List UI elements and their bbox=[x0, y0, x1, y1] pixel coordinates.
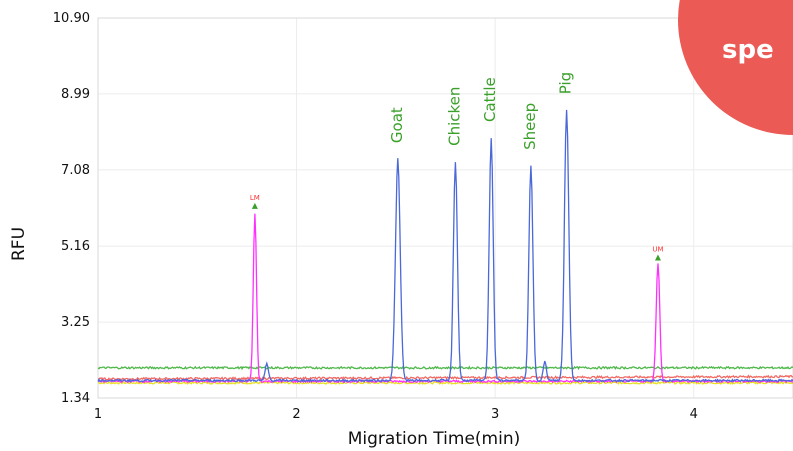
marker-label: LM bbox=[250, 194, 260, 202]
y-tick-label: 3.25 bbox=[61, 315, 90, 330]
marker-triangle bbox=[654, 254, 661, 261]
peak-label: Chicken bbox=[445, 87, 463, 146]
y-tick-label: 10.90 bbox=[53, 11, 90, 26]
series-line bbox=[97, 374, 793, 382]
y-axis-ticks: 1.34 3.25 5.16 7.08 8.99 10.90 bbox=[53, 11, 90, 406]
x-tick-label: 1 bbox=[94, 407, 102, 422]
x-tick-label: 4 bbox=[690, 407, 698, 422]
x-axis-title: Migration Time(min) bbox=[348, 429, 520, 449]
y-axis-title: RFU bbox=[9, 227, 29, 261]
series-layer bbox=[97, 109, 793, 385]
y-tick-label: 8.99 bbox=[61, 87, 90, 102]
marker-label: UM bbox=[652, 245, 663, 253]
plot-area-frame bbox=[97, 17, 793, 399]
x-tick-label: 2 bbox=[292, 407, 300, 422]
peak-label-layer: Goat Chicken Cattle Sheep Pig bbox=[388, 72, 575, 150]
badge-circle bbox=[678, 0, 793, 135]
peak-label: Sheep bbox=[521, 103, 539, 150]
peak-label: Goat bbox=[388, 107, 406, 143]
x-tick-label: 3 bbox=[491, 407, 499, 422]
x-axis-ticks: 1 2 3 4 bbox=[94, 407, 698, 422]
series-line bbox=[97, 109, 793, 383]
y-tick-label: 1.34 bbox=[61, 391, 90, 406]
series-line bbox=[97, 365, 793, 371]
peak-label: Pig bbox=[557, 72, 575, 94]
marker-layer: LM UM bbox=[250, 194, 664, 261]
peak-label: Cattle bbox=[481, 77, 499, 122]
grid-lines bbox=[97, 17, 793, 399]
series-line bbox=[97, 213, 793, 384]
y-tick-label: 5.16 bbox=[61, 239, 90, 254]
badge: spe bbox=[678, 0, 793, 135]
y-tick-label: 7.08 bbox=[61, 163, 90, 178]
marker-triangle bbox=[251, 202, 258, 209]
badge-text: spe bbox=[722, 35, 774, 65]
